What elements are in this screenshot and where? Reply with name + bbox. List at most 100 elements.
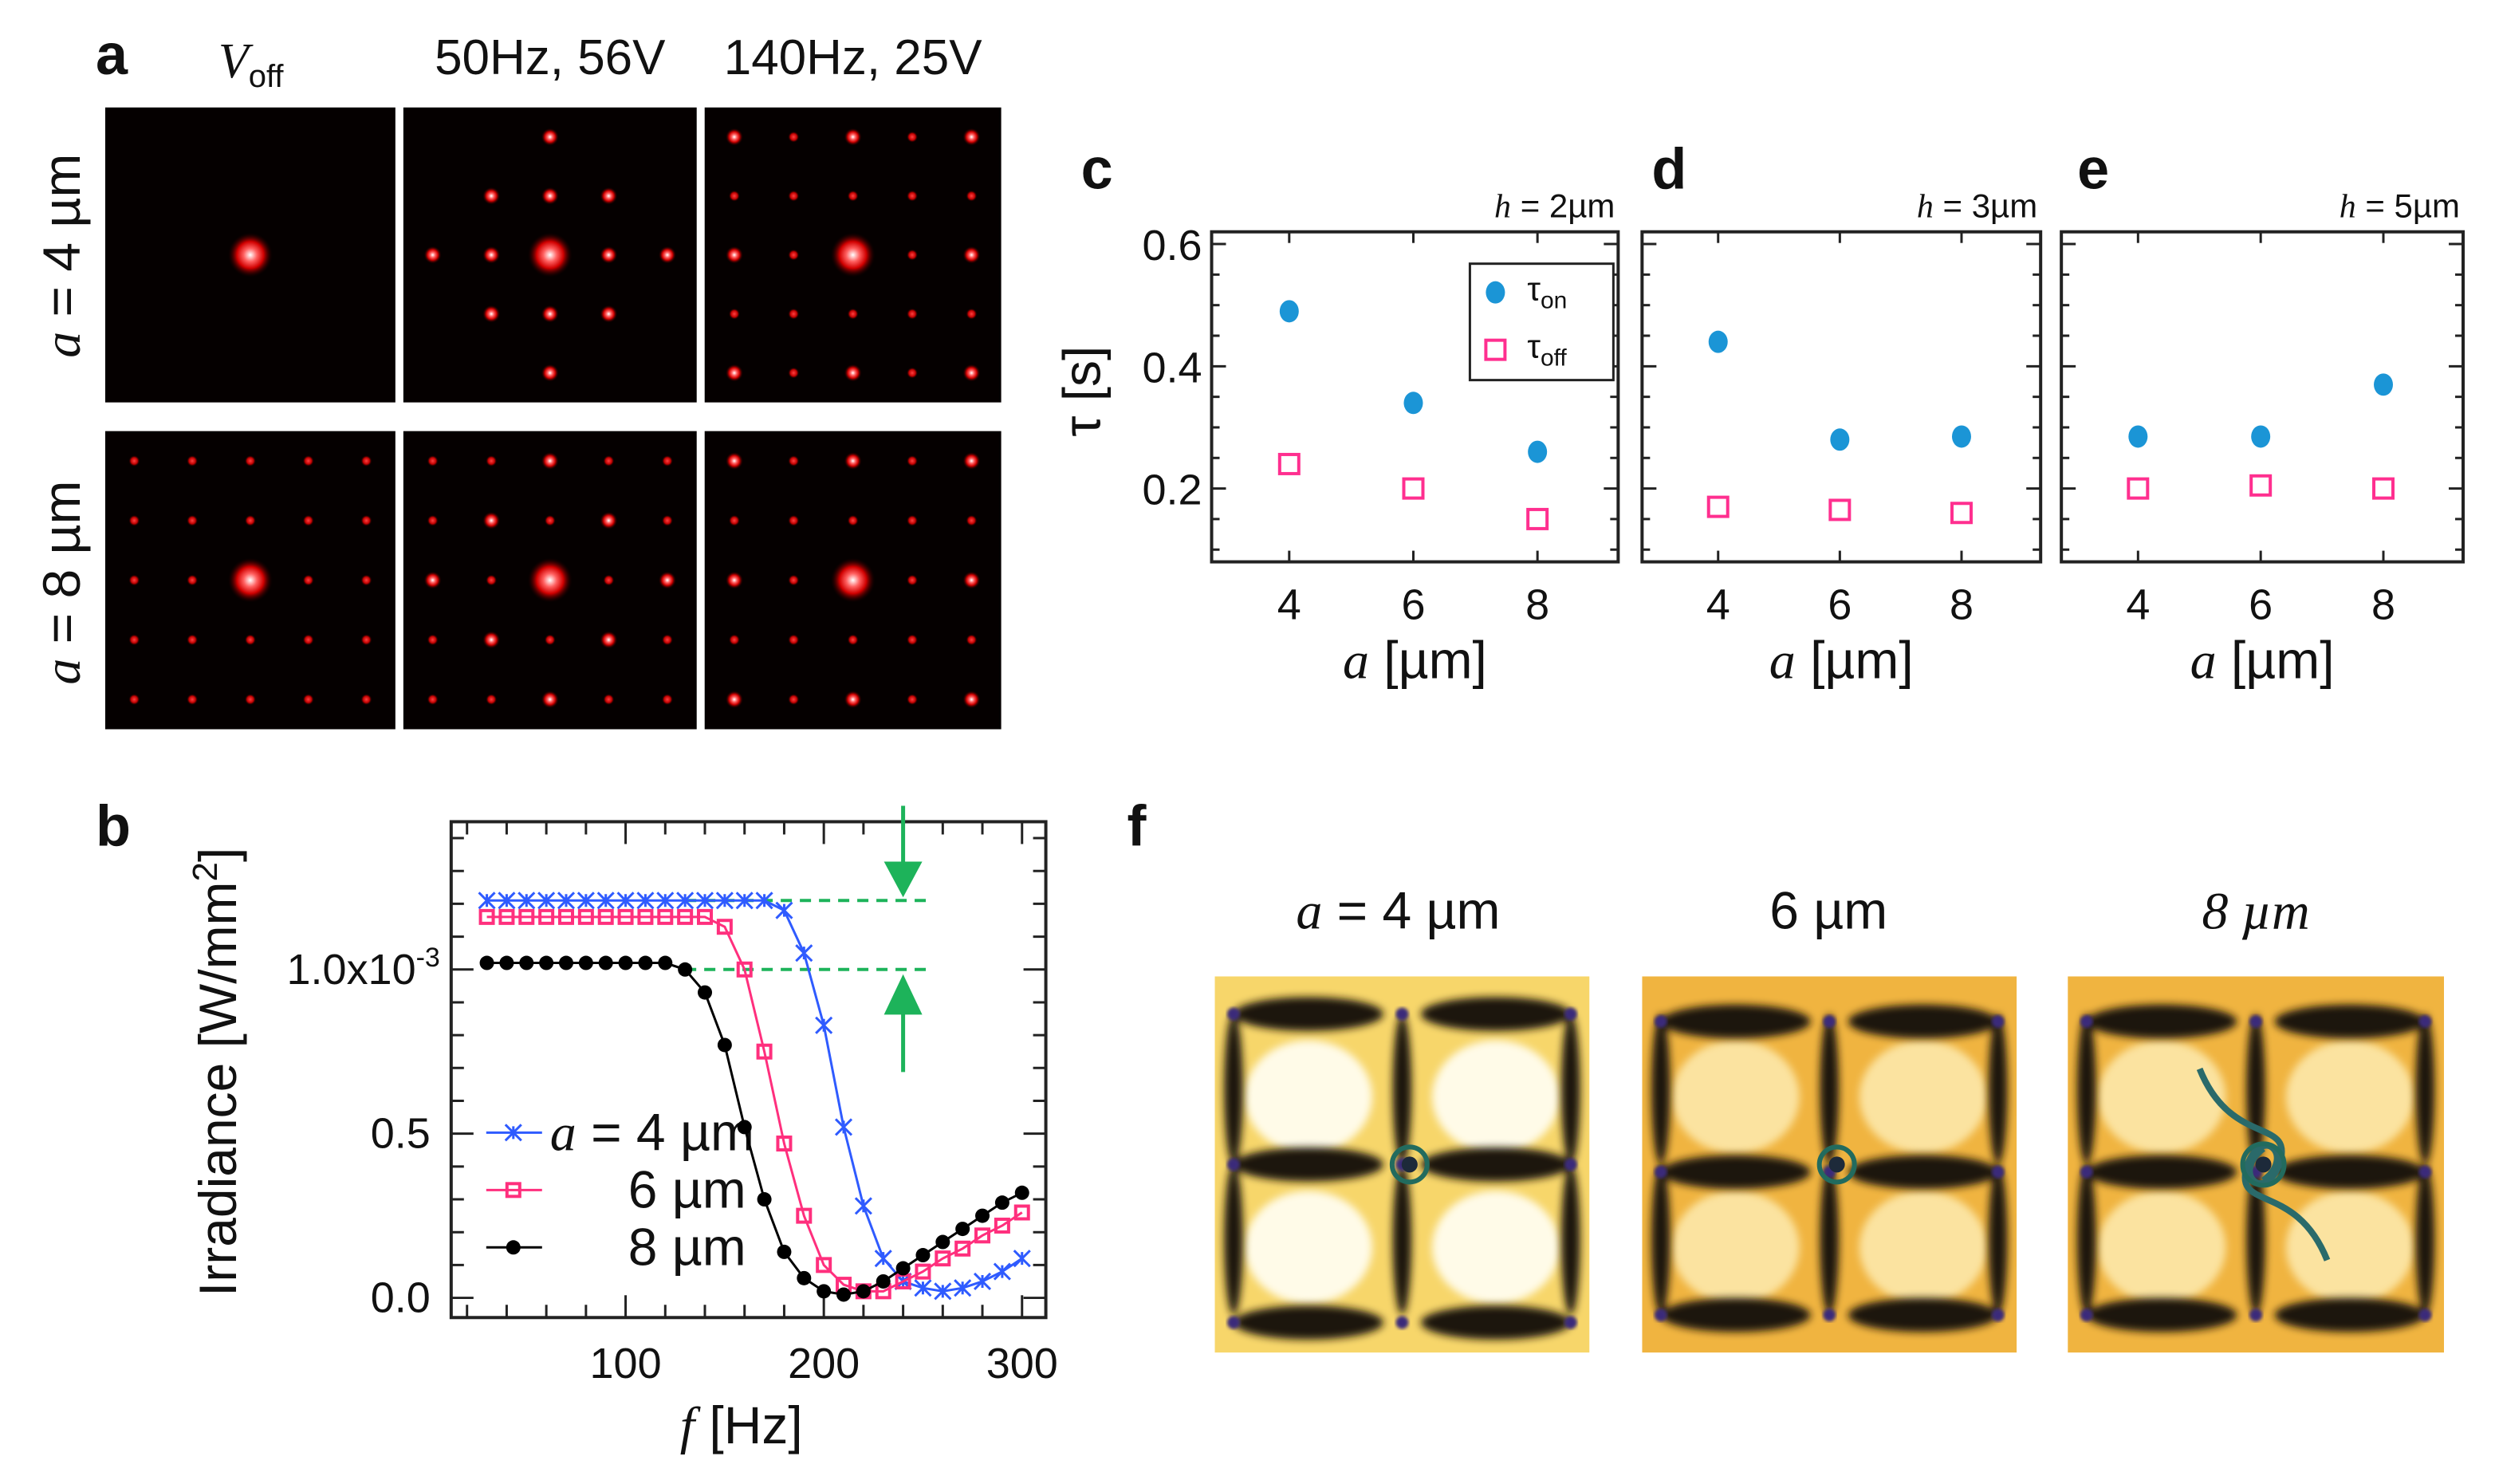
bright-blob xyxy=(2097,1040,2226,1154)
data-point xyxy=(736,961,753,978)
diffraction-spot xyxy=(482,511,501,529)
y-tick-label: 0.0 xyxy=(371,1274,431,1322)
dark-band-vertical xyxy=(1561,1014,1580,1165)
x-tick-label: 4 xyxy=(1277,581,1301,629)
data-point xyxy=(994,1217,1010,1234)
data-point xyxy=(1013,1250,1031,1268)
tau-on-point xyxy=(2251,425,2271,448)
tau-on-point xyxy=(1830,428,1850,451)
dark-band xyxy=(1234,997,1383,1031)
panel-a: a Voff 50Hz, 56V 140Hz, 25V a = 4 µm a =… xyxy=(32,23,1002,730)
row-label-a8: a = 8 µm xyxy=(32,480,92,684)
data-point xyxy=(478,892,496,910)
diffraction-spot xyxy=(360,455,372,467)
dark-band-vertical xyxy=(2415,1014,2435,1165)
x-axis-label: a [µm] xyxy=(1769,631,1914,691)
data-point xyxy=(716,919,733,935)
data-point xyxy=(695,892,714,910)
chart-d: h = 3µm 4 6 8 a [µm] xyxy=(1640,187,2043,691)
disclination-node xyxy=(1564,1007,1577,1021)
diffraction-spot xyxy=(541,364,559,382)
x-tick-label: 300 xyxy=(986,1340,1058,1388)
x-tick-label: 6 xyxy=(2249,581,2273,629)
diffraction-spot xyxy=(847,308,859,320)
diffraction-spot xyxy=(907,131,919,143)
bright-blob xyxy=(2285,1040,2414,1154)
data-point xyxy=(856,1284,871,1299)
series-line xyxy=(486,899,1023,1293)
defect-ring xyxy=(1389,1144,1430,1185)
diffraction-spot xyxy=(728,190,740,202)
diffraction-spot xyxy=(227,232,273,278)
diffraction-spot xyxy=(600,511,618,529)
dark-band xyxy=(1660,1297,1811,1332)
legend-marker xyxy=(505,1182,521,1199)
data-point xyxy=(776,1136,793,1152)
data-point xyxy=(755,892,773,910)
dark-band xyxy=(1420,1305,1571,1340)
diffraction-spot xyxy=(847,634,859,646)
defect-core xyxy=(1828,1156,1845,1173)
y-tick-label: 0.5 xyxy=(371,1110,431,1158)
diffraction-images xyxy=(104,107,1002,730)
diffraction-spot xyxy=(541,187,559,205)
diffraction-spot xyxy=(661,514,673,526)
tau-on-point xyxy=(1951,425,1971,448)
diffraction-spot xyxy=(527,557,573,603)
dark-band xyxy=(2086,1004,2237,1039)
tau-on-point xyxy=(1528,440,1548,463)
bright-blob xyxy=(2285,1191,2414,1304)
data-point xyxy=(817,1284,832,1299)
data-point xyxy=(577,908,594,925)
panel-subtitle: h = 2µm xyxy=(1494,187,1615,226)
diffraction-spot xyxy=(427,694,439,706)
diffraction-spot xyxy=(844,452,862,470)
diffraction-spot xyxy=(661,634,673,646)
dark-band xyxy=(1234,1147,1383,1182)
diffraction-spot xyxy=(844,364,862,382)
data-point xyxy=(656,892,675,910)
diffraction-spot xyxy=(427,455,439,467)
data-point xyxy=(539,955,554,970)
chart-c: h = 2µm 4 6 8 0.2 0.4 0.6 a [µm] τon τoff xyxy=(1142,187,1620,691)
data-point xyxy=(1013,1204,1030,1221)
panel-subtitle: h = 3µm xyxy=(1917,187,2037,226)
defect-core xyxy=(1401,1156,1418,1173)
data-point xyxy=(598,955,613,970)
tau-off-point xyxy=(1526,507,1549,530)
disclination-node xyxy=(1991,1165,2005,1179)
diffraction-spot xyxy=(544,514,556,526)
diffraction-spot xyxy=(541,452,559,470)
data-point xyxy=(915,1248,931,1263)
data-point xyxy=(518,908,535,925)
disclination-node xyxy=(1823,1309,1836,1322)
disclination-node xyxy=(1654,1309,1667,1322)
arrow-up-icon xyxy=(883,974,923,1015)
data-point xyxy=(717,1037,732,1053)
diffraction-spot xyxy=(788,190,800,202)
diffraction-spot xyxy=(725,691,743,709)
image-label-6um: 6 µm xyxy=(1769,880,1887,939)
data-point xyxy=(935,1234,950,1250)
y-tick-label: 1.0x10-3 xyxy=(287,943,440,994)
data-point xyxy=(578,955,593,970)
diffraction-spot xyxy=(244,694,256,706)
data-point xyxy=(617,908,634,925)
data-point xyxy=(538,908,555,925)
diffraction-spot xyxy=(360,694,372,706)
diffraction-spot xyxy=(725,128,743,146)
data-point xyxy=(1014,1185,1029,1200)
dark-band-vertical xyxy=(1224,1164,1243,1316)
disclination-node xyxy=(2080,1165,2093,1179)
bright-blob xyxy=(1859,1040,1987,1154)
diffraction-spot xyxy=(962,571,981,589)
bright-blob xyxy=(1671,1040,1800,1154)
dark-band-vertical xyxy=(1820,1164,1840,1316)
dark-band-vertical xyxy=(2076,1164,2096,1316)
diffraction-spot xyxy=(302,694,314,706)
diffraction-spot xyxy=(788,634,800,646)
disclination-node xyxy=(1991,1015,2005,1029)
diffraction-spot xyxy=(482,246,501,264)
data-point xyxy=(854,1197,872,1215)
diffraction-spot xyxy=(486,455,498,467)
